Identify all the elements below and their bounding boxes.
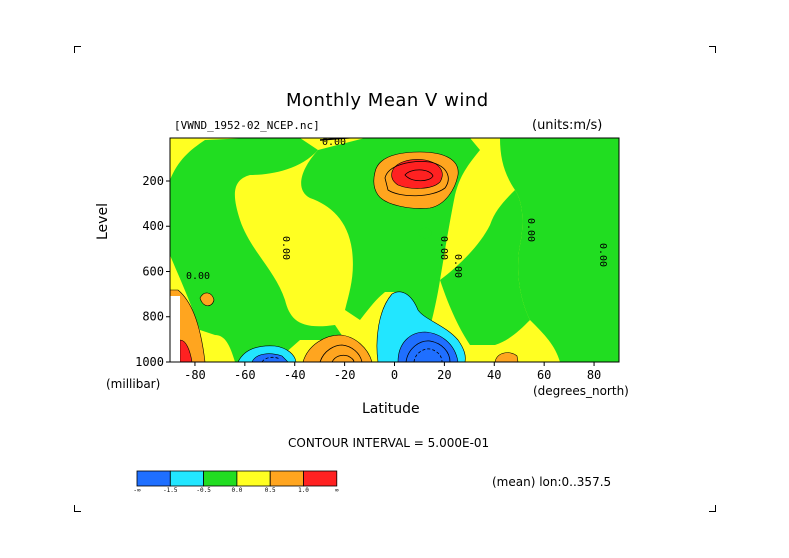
y-axis-label: Level	[95, 203, 111, 240]
y-tick-label: 200	[142, 174, 164, 188]
contour-label: 0.00	[525, 218, 536, 242]
contour-line	[405, 340, 451, 362]
contour-line	[413, 348, 443, 362]
y-tick-label: 1000	[135, 355, 164, 369]
x-tick-label: 60	[537, 368, 551, 382]
crop-mark-top-left	[74, 46, 81, 53]
x-tick-label: 20	[437, 368, 451, 382]
contour-label: 0.00	[322, 137, 346, 148]
fill-blue-tropics	[397, 331, 459, 362]
fill-green-northern-highlat	[500, 138, 619, 362]
contour-label: 0.00	[597, 243, 608, 267]
crop-mark-bottom-left	[74, 505, 81, 512]
y-tick-label: 400	[142, 219, 164, 233]
fill-red-upper-jet	[391, 159, 443, 189]
x-axis-label: Latitude	[362, 401, 420, 417]
contour-labels-group: 0.00 0.00 0.00 0.00 0.00 0.00 0.00	[186, 137, 608, 282]
contour-line	[404, 169, 434, 182]
contour-label: 0.00	[280, 236, 291, 260]
contour-interval-text: CONTOUR INTERVAL = 5.000E-01	[288, 436, 490, 450]
fill-orange-north-small	[494, 352, 519, 362]
contour-label: 0.00	[452, 254, 463, 278]
x-tick-label: 40	[487, 368, 501, 382]
x-tick-label: -20	[334, 368, 356, 382]
contour-line	[384, 161, 449, 197]
fill-red-antarctic	[179, 339, 193, 362]
contour-fill-group	[170, 138, 619, 362]
fill-green-eq-small	[418, 227, 432, 239]
contour-line	[319, 344, 363, 362]
contour-label: 0.00	[186, 271, 210, 282]
x-tick-label: -80	[184, 368, 206, 382]
y-unit-label: (millibar)	[106, 377, 161, 391]
y-tick-label: 800	[142, 310, 164, 324]
contour-line	[331, 354, 355, 362]
fill-orange-south-small	[199, 292, 215, 307]
y-tick-label: 600	[142, 264, 164, 278]
x-axis-ticks: -80 -60 -40 -20 0 20 40 60 80	[184, 362, 601, 382]
footer-mean-lon: (mean) lon:0..357.5	[492, 475, 612, 489]
x-tick-label: -40	[284, 368, 306, 382]
crop-mark-top-right	[709, 46, 716, 53]
fill-green-midlat-band	[440, 190, 530, 345]
chart-title: Monthly Mean V wind	[286, 90, 489, 111]
x-tick-label: 0	[391, 368, 398, 382]
missing-data-south	[170, 296, 180, 362]
contour-line	[319, 138, 358, 141]
units-label: (units:m/s)	[532, 118, 603, 133]
contour-lines	[261, 138, 451, 362]
x-unit-label: (degrees_north)	[533, 384, 629, 398]
x-tick-label: 80	[587, 368, 601, 382]
x-tick-label: -60	[234, 368, 256, 382]
fill-green-southern	[170, 138, 345, 362]
contour-line	[261, 356, 281, 362]
y-axis-ticks: 200 400 600 800 1000	[135, 174, 170, 369]
crop-mark-bottom-right	[709, 505, 716, 512]
fill-blue-south-midlat	[251, 353, 289, 362]
fill-orange-south-subtrop	[302, 334, 373, 362]
contour-label: 0.00	[438, 236, 449, 260]
dataset-label: [VWND_1952-02_NCEP.nc]	[174, 119, 320, 132]
